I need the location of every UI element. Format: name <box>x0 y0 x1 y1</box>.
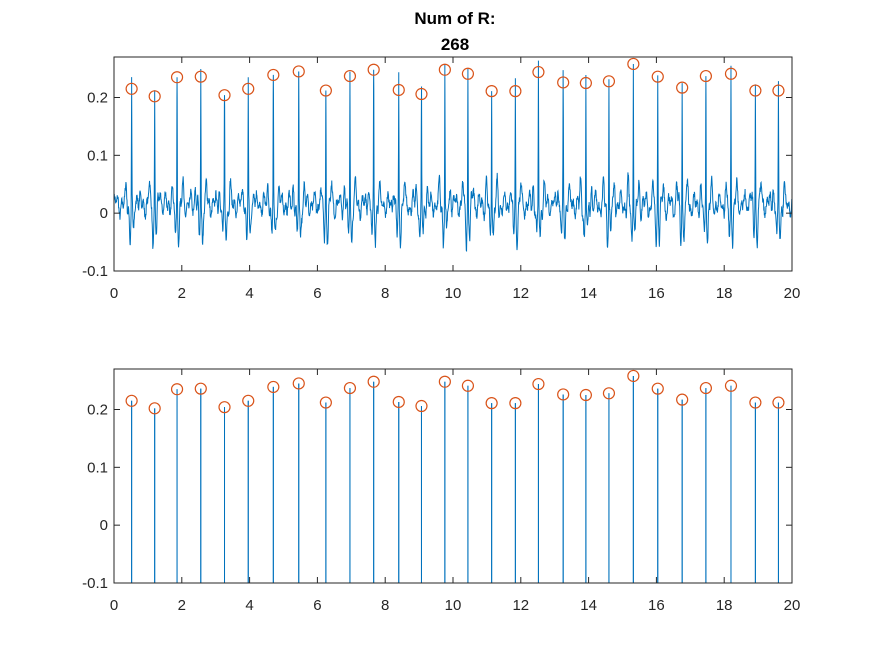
x-tick-label: 16 <box>648 597 665 614</box>
title-line-2: 268 <box>441 35 469 54</box>
r-peak-marker <box>749 84 762 97</box>
r-peak-marker <box>557 388 570 401</box>
r-peak-marker <box>218 89 231 102</box>
r-peak-marker <box>415 87 428 101</box>
r-peak-marker <box>676 81 689 94</box>
x-tick-label: 12 <box>512 285 529 302</box>
r-peak-marker <box>772 396 785 409</box>
r-peak-marker <box>319 396 332 409</box>
r-peak-marker <box>724 379 738 392</box>
r-peak-marker <box>125 394 138 407</box>
r-peak-marker <box>461 67 475 80</box>
x-tick-label: 8 <box>381 285 389 302</box>
r-peak-marker <box>148 402 161 415</box>
x-tick-label: 14 <box>580 285 597 302</box>
r-peak-marker <box>509 397 522 410</box>
r-peak-marker <box>148 90 161 103</box>
x-tick-label: 10 <box>445 597 462 614</box>
r-peak-marker <box>532 65 545 79</box>
x-tick-label: 2 <box>178 597 186 614</box>
r-peak-marker <box>194 382 207 395</box>
r-peak-marker <box>651 70 664 83</box>
axes-box <box>113 56 793 272</box>
subplot-bottom: 0 2 4 6 8 10 12 14 16 18 20-0.100.10.2 <box>82 368 801 614</box>
r-peak-marker <box>772 84 785 97</box>
subplot-top: 0 2 4 6 8 10 12 14 16 18 20-0.100.10.2 <box>82 56 801 302</box>
r-peak-marker <box>292 377 305 390</box>
r-peak-marker <box>676 393 689 406</box>
y-tick-label: 0.2 <box>87 401 108 418</box>
r-peak-marker <box>170 383 184 396</box>
r-peak-marker <box>699 381 712 395</box>
y-tick-label: 0 <box>100 205 108 222</box>
r-peak-marker <box>485 397 498 410</box>
r-peak-marker <box>343 381 357 395</box>
r-peak-marker <box>392 395 405 409</box>
r-peak-marker <box>485 85 498 98</box>
x-tick-label: 6 <box>313 285 321 302</box>
x-tick-label: 4 <box>245 597 253 614</box>
y-tick-label: 0.2 <box>87 89 108 106</box>
r-peak-marker <box>532 377 545 391</box>
x-tick-label: 2 <box>178 285 186 302</box>
r-peak-marker <box>367 375 380 388</box>
x-tick-label: 4 <box>245 285 253 302</box>
r-peak-marker <box>292 65 305 78</box>
r-peak-marker <box>218 401 231 414</box>
r-peak-marker <box>438 63 451 76</box>
x-tick-label: 12 <box>512 597 529 614</box>
r-peak-marker <box>579 76 592 90</box>
r-peak-marker <box>627 57 640 71</box>
signal-trace <box>113 60 793 253</box>
r-peak-marker <box>699 69 712 83</box>
r-peak-marker <box>242 82 255 95</box>
r-peak-marker <box>267 68 280 82</box>
axes-box <box>113 368 793 584</box>
r-peak-marker <box>125 82 138 95</box>
plot-area <box>113 368 793 584</box>
r-peak-marker <box>367 63 380 76</box>
r-peak-marker <box>267 380 280 394</box>
r-peak-marker <box>438 375 451 388</box>
r-peak-marker <box>602 387 616 400</box>
r-peak-marker <box>415 399 428 413</box>
r-peak-marker <box>319 84 332 97</box>
title-line-1: Num of R: <box>414 9 495 28</box>
r-peak-marker <box>579 388 592 402</box>
r-peak-marker <box>392 83 405 97</box>
x-tick-label: 8 <box>381 597 389 614</box>
r-peak-marker <box>627 369 640 383</box>
x-tick-label: 10 <box>445 285 462 302</box>
r-peak-marker <box>602 75 616 88</box>
r-peak-marker <box>749 396 762 409</box>
r-peak-marker <box>343 69 357 83</box>
x-tick-label: 18 <box>716 285 733 302</box>
y-tick-label: 0.1 <box>87 147 108 164</box>
r-peak-marker <box>242 394 255 407</box>
x-tick-label: 0 <box>110 597 118 614</box>
r-peak-marker <box>724 67 738 80</box>
r-peak-marker <box>651 382 664 395</box>
x-tick-label: 18 <box>716 597 733 614</box>
y-tick-label: 0 <box>100 517 108 534</box>
plot-area <box>113 56 793 272</box>
r-peak-marker <box>461 379 475 392</box>
r-peak-marker <box>170 71 184 84</box>
x-tick-label: 16 <box>648 285 665 302</box>
r-peak-marker <box>194 70 207 83</box>
y-tick-label: 0.1 <box>87 459 108 476</box>
x-tick-label: 20 <box>784 597 801 614</box>
y-tick-label: -0.1 <box>82 575 108 592</box>
x-tick-label: 0 <box>110 285 118 302</box>
r-peak-marker <box>509 85 522 98</box>
y-tick-label: -0.1 <box>82 263 108 280</box>
x-tick-label: 20 <box>784 285 801 302</box>
x-tick-label: 14 <box>580 597 597 614</box>
x-tick-label: 6 <box>313 597 321 614</box>
r-peak-marker <box>557 76 570 89</box>
